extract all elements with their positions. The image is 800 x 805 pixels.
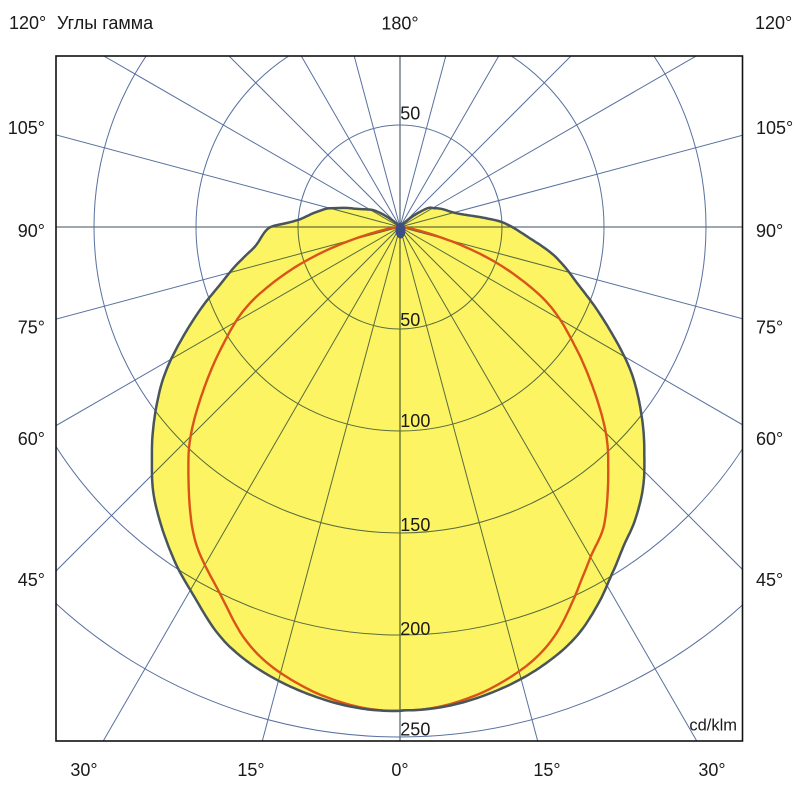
svg-text:90°: 90°	[756, 221, 783, 241]
svg-text:15°: 15°	[533, 760, 560, 780]
svg-text:30°: 30°	[70, 760, 97, 780]
svg-text:15°: 15°	[237, 760, 264, 780]
svg-text:250: 250	[400, 720, 430, 740]
svg-text:cd/klm: cd/klm	[689, 717, 737, 735]
svg-text:50: 50	[400, 310, 420, 330]
svg-text:120°: 120°	[755, 13, 792, 33]
svg-text:50: 50	[400, 104, 420, 124]
svg-text:105°: 105°	[8, 118, 45, 138]
svg-text:60°: 60°	[756, 429, 783, 449]
svg-text:100: 100	[400, 411, 430, 431]
svg-text:30°: 30°	[698, 760, 725, 780]
svg-text:180°: 180°	[381, 14, 418, 34]
svg-text:75°: 75°	[756, 318, 783, 338]
svg-text:90°: 90°	[18, 221, 45, 241]
svg-text:60°: 60°	[18, 429, 45, 449]
svg-text:75°: 75°	[18, 318, 45, 338]
svg-text:45°: 45°	[18, 570, 45, 590]
svg-text:200: 200	[400, 619, 430, 639]
svg-text:150: 150	[400, 515, 430, 535]
svg-text:0°: 0°	[391, 760, 408, 780]
svg-text:45°: 45°	[756, 570, 783, 590]
svg-text:120°: 120°	[9, 13, 46, 33]
svg-text:105°: 105°	[756, 118, 793, 138]
svg-text:Углы гамма: Углы гамма	[57, 13, 154, 33]
